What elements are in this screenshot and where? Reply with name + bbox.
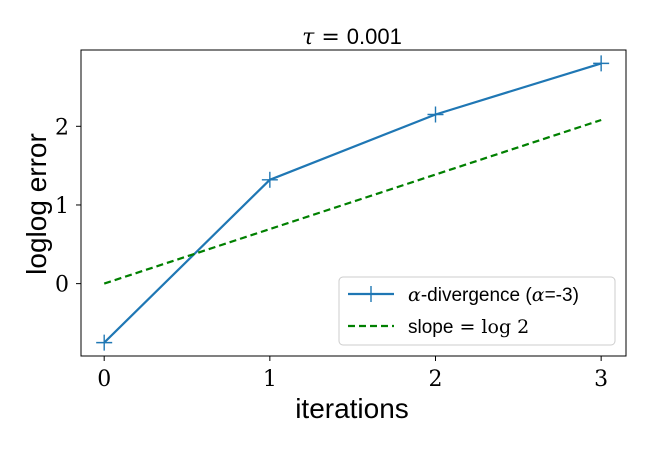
legend-label-alpha-divergence: α-divergence (α=-3): [408, 284, 579, 306]
y-axis-ticks: 0 1 2: [55, 115, 81, 298]
chart-title: τ = 0.001: [302, 24, 402, 50]
plot-frame: [80, 49, 627, 357]
x-axis-ticks: 0 1 2 3: [97, 356, 608, 392]
y-axis-label: loglog error: [21, 133, 52, 275]
legend-label-slope: slope = log 2: [408, 316, 529, 338]
legend: α-divergence (α=-3) slope = log 2: [338, 276, 616, 346]
series-point-0: [96, 334, 113, 351]
x-tick-label: 1: [263, 367, 277, 392]
legend-alpha-symbol: α: [408, 284, 421, 306]
title-tau: τ: [302, 25, 315, 50]
y-tick-label: 2: [55, 115, 69, 140]
x-tick-label: 2: [428, 367, 442, 392]
series-line-0: [103, 62, 602, 344]
legend-alpha-text: -divergence (: [421, 285, 533, 306]
legend-slope-text: slope: [408, 317, 453, 338]
series-layer: [96, 55, 610, 351]
y-tick-label: 0: [55, 273, 69, 298]
legend-slope-eq: =: [453, 316, 481, 338]
legend-marker-alpha-divergence: [363, 286, 379, 302]
x-tick-label: 3: [594, 367, 608, 392]
legend-box: [338, 276, 616, 346]
series-point-0: [593, 55, 610, 72]
series-point-0: [261, 171, 278, 188]
y-tick-label: 1: [55, 194, 69, 219]
x-tick-label: 0: [97, 367, 111, 392]
x-axis-label: iterations: [295, 393, 409, 424]
title-value: 0.001: [347, 24, 402, 49]
legend-alpha-inner: α: [532, 284, 545, 306]
series-point-0: [427, 106, 444, 123]
legend-slope-math: log 2: [481, 316, 529, 338]
series-line-1: [103, 118, 602, 285]
title-equals: =: [314, 25, 346, 50]
legend-alpha-suffix: =-3): [545, 285, 579, 306]
